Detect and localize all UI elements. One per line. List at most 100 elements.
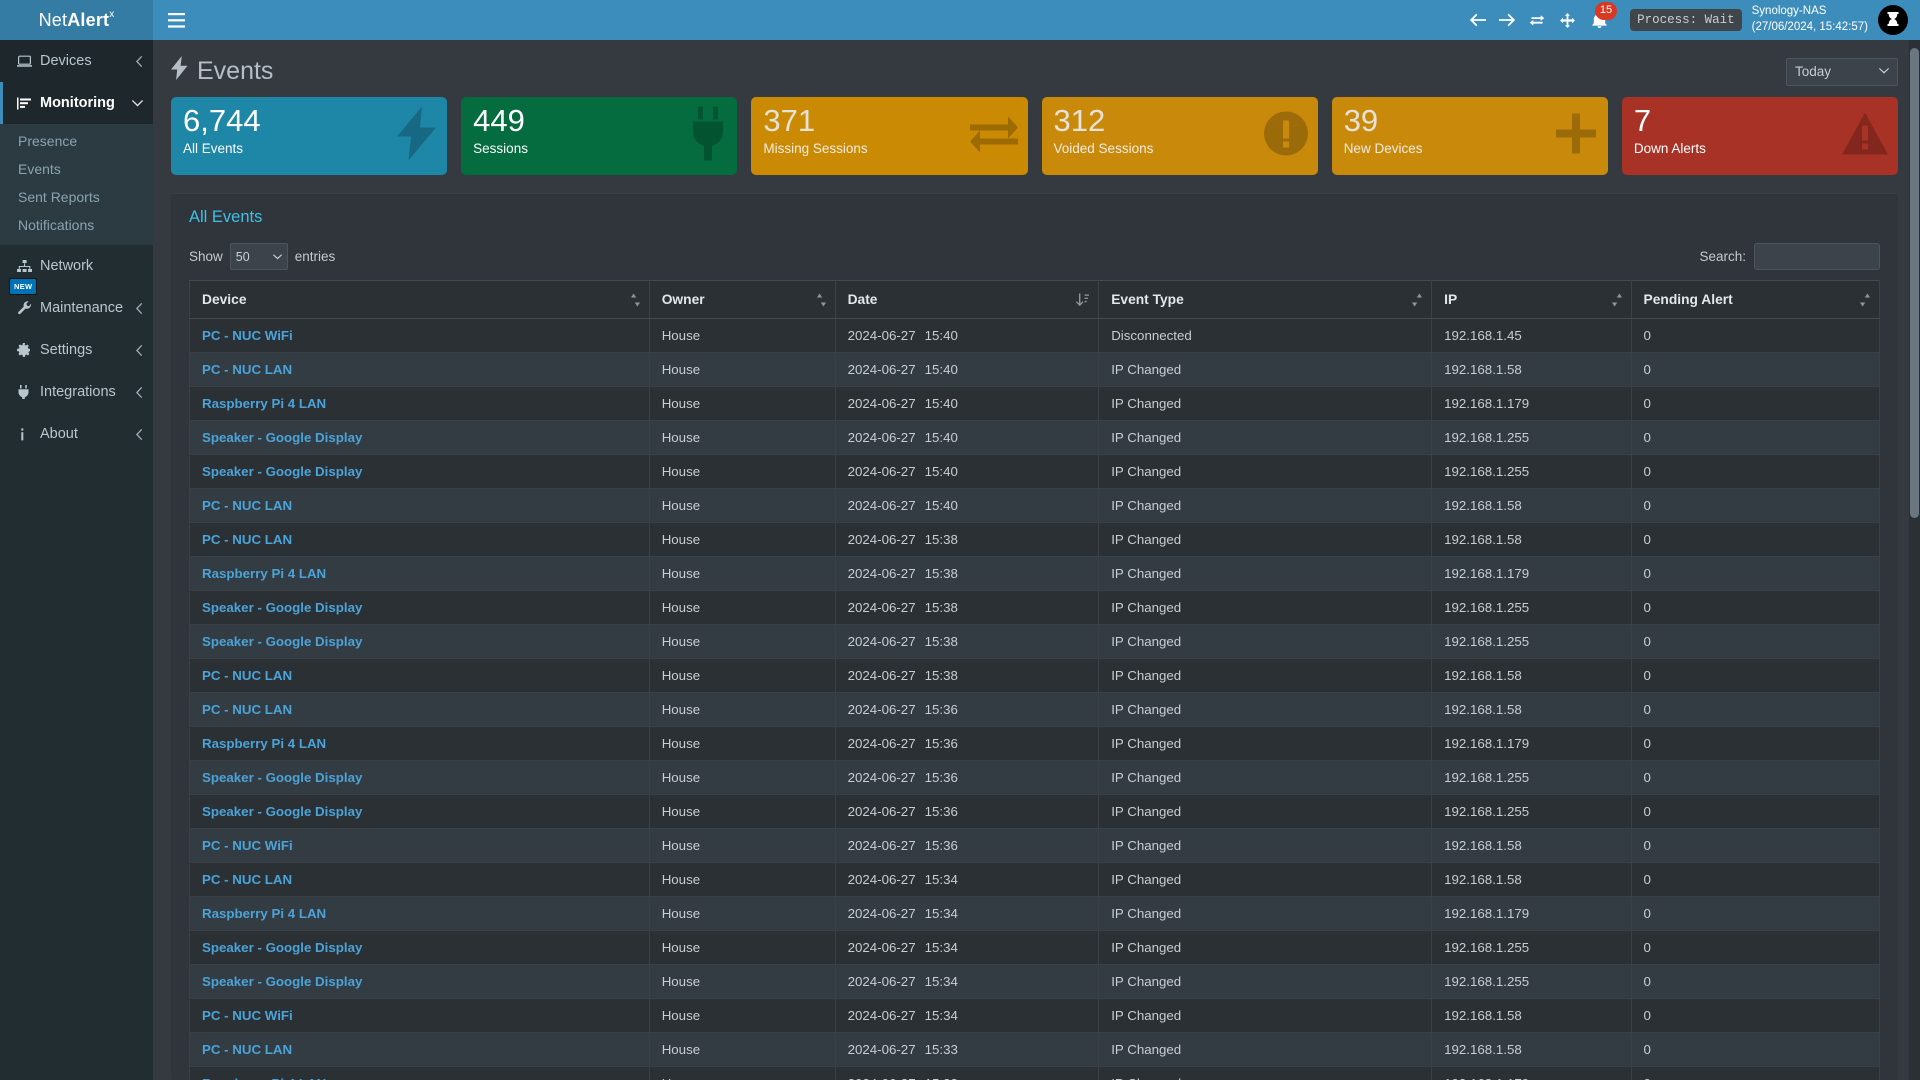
cell-device[interactable]: Raspberry Pi 4 LAN [189,896,650,931]
device-link[interactable]: Speaker - Google Display [202,600,363,615]
cell-device[interactable]: Speaker - Google Display [189,454,650,489]
column-header-device[interactable]: Device [189,280,650,319]
avatar[interactable] [1878,5,1908,35]
table-row[interactable]: Speaker - Google Display House 2024-06-27 1… [189,420,1881,455]
cell-device[interactable]: Speaker - Google Display [189,590,650,625]
cell-device[interactable]: Raspberry Pi 4 LAN [189,556,650,591]
cell-device[interactable]: PC - NUC WiFi [189,998,650,1033]
sidebar-item-maintenance[interactable]: NEW Maintenance [0,278,153,329]
table-row[interactable]: PC - NUC LAN House 2024-06-27 15:38 IP Chang… [189,522,1881,557]
cell-device[interactable]: Speaker - Google Display [189,964,650,999]
table-row[interactable]: PC - NUC LAN House 2024-06-27 15:33 IP Chang… [189,1032,1881,1067]
device-link[interactable]: Speaker - Google Display [202,634,363,649]
table-row[interactable]: Speaker - Google Display House 2024-06-27 1… [189,590,1881,625]
device-link[interactable]: PC - NUC LAN [202,1042,293,1057]
column-header-date[interactable]: Date [835,280,1100,319]
device-link[interactable]: Raspberry Pi 4 LAN [202,906,327,921]
device-link[interactable]: PC - NUC LAN [202,668,293,683]
sidebar-toggle-button[interactable] [153,0,199,40]
sidebar-item-monitoring[interactable]: Monitoring [0,82,153,124]
table-row[interactable]: Speaker - Google Display House 2024-06-27 1… [189,930,1881,965]
column-header-event-type[interactable]: Event Type [1098,280,1433,319]
table-row[interactable]: PC - NUC WiFi House 2024-06-27 15:40 Disconn… [189,318,1881,353]
forward-icon[interactable] [1492,0,1522,40]
table-row[interactable]: PC - NUC WiFi House 2024-06-27 15:36 IP Chan… [189,828,1881,863]
cell-device[interactable]: PC - NUC LAN [189,352,650,387]
table-row[interactable]: PC - NUC LAN House 2024-06-27 15:40 IP Chang… [189,352,1881,387]
cell-device[interactable]: Raspberry Pi 4 LAN [189,386,650,421]
sidebar-subitem-presence[interactable]: Presence [18,133,78,149]
device-link[interactable]: Speaker - Google Display [202,940,363,955]
stat-card-all-events[interactable]: 6,744 All Events [171,97,448,175]
cell-device[interactable]: Speaker - Google Display [189,794,650,829]
cell-device[interactable]: PC - NUC WiFi [189,828,650,863]
table-row[interactable]: PC - NUC LAN House 2024-06-27 15:40 IP Chang… [189,488,1881,523]
sidebar-item-devices[interactable]: Devices [0,40,153,82]
cell-device[interactable]: Speaker - Google Display [189,624,650,659]
stat-card-down-alerts[interactable]: 7 Down Alerts [1621,97,1899,175]
brand-logo[interactable]: Net Alert x [0,0,153,40]
device-link[interactable]: PC - NUC LAN [202,872,293,887]
sidebar-item-about[interactable]: About [0,413,153,455]
stat-card-new-devices[interactable]: 39 New Devices [1331,97,1608,175]
cell-device[interactable]: Raspberry Pi 4 LAN [189,1066,650,1080]
page-length-select[interactable]: 50 [229,243,288,270]
cell-device[interactable]: Speaker - Google Display [189,930,650,965]
refresh-icon[interactable] [1522,0,1552,40]
table-row[interactable]: Speaker - Google Display House 2024-06-27 1… [189,964,1881,999]
period-select[interactable]: Today [1786,57,1898,86]
device-link[interactable]: PC - NUC LAN [202,362,293,377]
sidebar-subitem-notifications[interactable]: Notifications [18,217,95,233]
cell-device[interactable]: Speaker - Google Display [189,760,650,795]
table-row[interactable]: Raspberry Pi 4 LAN House 2024-06-27 15:33 IP… [189,1066,1881,1080]
sidebar-item-network[interactable]: Network [0,245,153,287]
table-row[interactable]: Speaker - Google Display House 2024-06-27 1… [189,760,1881,795]
cell-device[interactable]: PC - NUC LAN [189,692,650,727]
stat-card-sessions[interactable]: 449 Sessions [461,97,738,175]
table-row[interactable]: Raspberry Pi 4 LAN House 2024-06-27 15:34 IP… [189,896,1881,931]
stat-card-voided-sessions[interactable]: 312 Voided Sessions [1041,97,1318,175]
table-row[interactable]: Speaker - Google Display House 2024-06-27 1… [189,624,1881,659]
cell-device[interactable]: Raspberry Pi 4 LAN [189,726,650,761]
column-header-ip[interactable]: IP [1431,280,1632,319]
cell-device[interactable]: PC - NUC LAN [189,522,650,557]
column-header-pending-alert[interactable]: Pending Alert [1631,280,1881,319]
table-row[interactable]: Raspberry Pi 4 LAN House 2024-06-27 15:40 IP… [189,386,1881,421]
device-link[interactable]: Speaker - Google Display [202,804,363,819]
cell-device[interactable]: PC - NUC LAN [189,488,650,523]
sidebar-subitem-events[interactable]: Events [18,161,61,177]
device-link[interactable]: Raspberry Pi 4 LAN [202,736,327,751]
device-link[interactable]: Speaker - Google Display [202,974,363,989]
cell-device[interactable]: PC - NUC LAN [189,658,650,693]
cell-device[interactable]: PC - NUC WiFi [189,318,650,353]
search-input[interactable] [1754,243,1880,270]
table-row[interactable]: Speaker - Google Display House 2024-06-27 1… [189,454,1881,489]
device-link[interactable]: Raspberry Pi 4 LAN [202,1076,326,1080]
sidebar-item-settings[interactable]: Settings [0,329,153,371]
table-row[interactable]: Raspberry Pi 4 LAN House 2024-06-27 15:38 IP… [189,556,1881,591]
sidebar-subitem-sent-reports[interactable]: Sent Reports [18,189,100,205]
device-link[interactable]: Raspberry Pi 4 LAN [202,396,327,411]
cell-device[interactable]: Speaker - Google Display [189,420,650,455]
table-row[interactable]: Speaker - Google Display House 2024-06-27 1… [189,794,1881,829]
device-link[interactable]: PC - NUC WiFi [202,838,293,853]
device-link[interactable]: Speaker - Google Display [202,770,363,785]
cell-device[interactable]: PC - NUC LAN [189,862,650,897]
notifications-bell-icon[interactable]: 15 [1582,0,1618,40]
page-scrollbar-thumb[interactable] [1910,48,1919,518]
device-link[interactable]: PC - NUC LAN [202,498,293,513]
table-row[interactable]: PC - NUC WiFi House 2024-06-27 15:34 IP Chan… [189,998,1881,1033]
table-row[interactable]: PC - NUC LAN House 2024-06-27 15:36 IP Chang… [189,692,1881,727]
table-row[interactable]: PC - NUC LAN House 2024-06-27 15:34 IP Chang… [189,862,1881,897]
device-link[interactable]: PC - NUC LAN [202,532,293,547]
device-link[interactable]: Speaker - Google Display [202,430,363,445]
table-row[interactable]: Raspberry Pi 4 LAN House 2024-06-27 15:36 IP… [189,726,1881,761]
sidebar-item-integrations[interactable]: Integrations [0,371,153,413]
arrows-move-icon[interactable] [1552,0,1582,40]
table-row[interactable]: PC - NUC LAN House 2024-06-27 15:38 IP Chang… [189,658,1881,693]
device-link[interactable]: Speaker - Google Display [202,464,363,479]
device-link[interactable]: PC - NUC WiFi [202,1008,293,1023]
device-link[interactable]: PC - NUC WiFi [202,328,293,343]
cell-device[interactable]: PC - NUC LAN [189,1032,650,1067]
page-scrollbar-track[interactable] [1909,40,1920,1080]
